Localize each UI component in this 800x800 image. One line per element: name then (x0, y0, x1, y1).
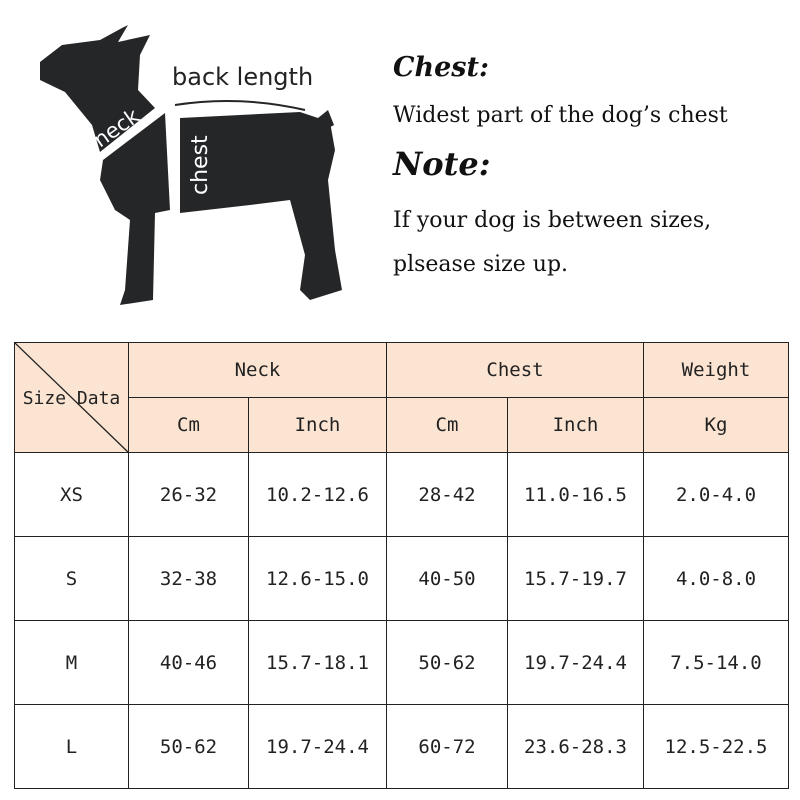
chest-title: Chest: (393, 52, 489, 83)
table-row: L 50-62 19.7-24.4 60-72 23.6-28.3 12.5-2… (14, 704, 789, 789)
unit-weight-kg: Kg (643, 397, 789, 453)
unit-neck-cm: Cm (128, 397, 249, 453)
note-line-1: If your dog is between sizes, (393, 208, 712, 233)
corner-label: Size Data (22, 387, 121, 409)
corner-cell: Size Data (14, 342, 129, 453)
table-cell: 7.5-14.0 (643, 620, 789, 705)
back-length-label: back length (172, 63, 313, 91)
diagonal-line (15, 343, 129, 453)
unit-chest-inch: Inch (507, 397, 644, 453)
table-row: XS 26-32 10.2-12.6 28-42 11.0-16.5 2.0-4… (14, 452, 789, 537)
size-cell: S (14, 536, 129, 621)
dog-silhouette (40, 25, 342, 305)
dog-measurement-diagram: back length neck chest (40, 25, 342, 305)
table-cell: 40-46 (128, 620, 249, 705)
size-cell: M (14, 620, 129, 705)
table-cell: 19.7-24.4 (248, 704, 387, 789)
table-cell: 32-38 (128, 536, 249, 621)
back-length-arrow (174, 100, 306, 111)
size-cell: L (14, 704, 129, 789)
table-cell: 15.7-19.7 (507, 536, 644, 621)
table-cell: 12.5-22.5 (643, 704, 789, 789)
unit-chest-cm: Cm (386, 397, 508, 453)
table-cell: 40-50 (386, 536, 508, 621)
table-cell: 12.6-15.0 (248, 536, 387, 621)
unit-neck-inch: Inch (248, 397, 387, 453)
table-cell: 50-62 (386, 620, 508, 705)
size-cell: XS (14, 452, 129, 537)
header-neck: Neck (128, 342, 387, 398)
table-cell: 11.0-16.5 (507, 452, 644, 537)
table-row: S 32-38 12.6-15.0 40-50 15.7-19.7 4.0-8.… (14, 536, 789, 621)
chest-label: chest (188, 135, 213, 195)
note-line-2: plsease size up. (393, 252, 569, 277)
table-cell: 4.0-8.0 (643, 536, 789, 621)
size-table: Size Data Neck Chest Weight Cm Inch Cm I… (14, 342, 789, 789)
table-cell: 26-32 (128, 452, 249, 537)
table-cell: 19.7-24.4 (507, 620, 644, 705)
header-weight: Weight (643, 342, 789, 398)
note-title: Note: (393, 145, 491, 183)
table-cell: 28-42 (386, 452, 508, 537)
table-cell: 15.7-18.1 (248, 620, 387, 705)
table-cell: 50-62 (128, 704, 249, 789)
table-cell: 2.0-4.0 (643, 452, 789, 537)
header-chest: Chest (386, 342, 644, 398)
table-cell: 10.2-12.6 (248, 452, 387, 537)
table-cell: 60-72 (386, 704, 508, 789)
table-cell: 23.6-28.3 (507, 704, 644, 789)
chest-description: Widest part of the dog’s chest (393, 103, 728, 128)
table-row: M 40-46 15.7-18.1 50-62 19.7-24.4 7.5-14… (14, 620, 789, 705)
